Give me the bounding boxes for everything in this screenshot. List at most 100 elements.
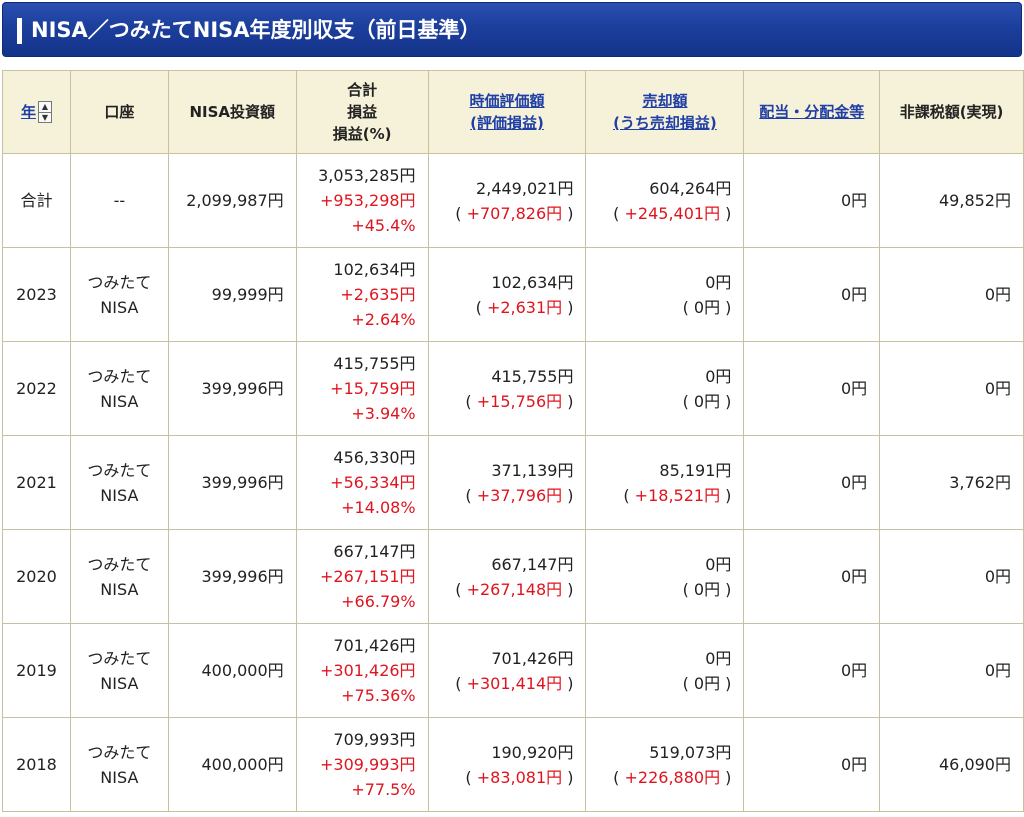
account-line1: つみたて <box>87 742 152 762</box>
cell-dividend: 0円 <box>743 623 881 718</box>
cell-total: 456,330円 +56,334円 +14.08% <box>295 435 429 530</box>
cell-account: つみたて NISA <box>69 435 169 530</box>
yearly-balance-table: 年 ▲ ▼ 口座 NISA投資額 合計 損益 損益(%) 時価評価額 (評価損益)… <box>2 70 1024 812</box>
cell-account: つみたて NISA <box>69 717 169 812</box>
col-total-line3: 損益(%) <box>332 125 392 143</box>
market-pl: +267,148円 <box>466 579 563 599</box>
col-total: 合計 損益 損益(%) <box>295 70 429 154</box>
cell-total: 709,993円 +309,993円 +77.5% <box>295 717 429 812</box>
total-profit: +2,635円 <box>340 285 416 304</box>
col-investment: NISA投資額 <box>167 70 297 154</box>
cell-taxfree: 0円 <box>879 529 1024 624</box>
total-value: 701,426円 <box>333 636 416 655</box>
total-profit: +953,298円 <box>319 191 416 210</box>
sale-value: 519,073円 <box>649 742 732 762</box>
cell-investment: 399,996円 <box>167 529 297 624</box>
cell-sale: 0円( 0円 ) <box>585 341 745 436</box>
cell-taxfree: 46,090円 <box>879 717 1024 812</box>
sale-pl: +226,880円 <box>624 767 721 787</box>
market-pl-link[interactable]: (評価損益) <box>470 114 544 132</box>
col-total-line1: 合計 <box>347 81 378 99</box>
total-value: 3,053,285円 <box>318 166 416 185</box>
cell-market: 701,426円( +301,414円 ) <box>427 623 587 718</box>
section-title: NISA／つみたてNISA年度別収支（前日基準） <box>31 18 481 42</box>
market-value-link[interactable]: 時価評価額 <box>469 92 545 110</box>
cell-year: 2018 <box>2 717 71 812</box>
table-row: 2021 つみたて NISA 399,996円 456,330円 +56,334円 +14.… <box>2 435 1024 530</box>
account-line1: -- <box>113 191 126 210</box>
market-value: 2,449,021円 <box>476 178 574 198</box>
cell-total: 415,755円 +15,759円 +3.94% <box>295 341 429 436</box>
account-line2: NISA <box>100 673 139 693</box>
table-row: 2022 つみたて NISA 399,996円 415,755円 +15,759円 +3.9… <box>2 341 1024 436</box>
sale-value: 0円 <box>705 366 732 386</box>
cell-market: 190,920円( +83,081円 ) <box>427 717 587 812</box>
cell-taxfree: 0円 <box>879 341 1024 436</box>
total-profit-pct: +45.4% <box>351 216 416 235</box>
sale-pl: +245,401円 <box>624 203 721 223</box>
sale-pl-link[interactable]: (うち売却損益) <box>613 114 717 132</box>
col-year: 年 ▲ ▼ <box>2 70 71 154</box>
cell-market: 415,755円( +15,756円 ) <box>427 341 587 436</box>
market-value: 667,147円 <box>491 554 574 574</box>
market-value: 190,920円 <box>491 742 574 762</box>
total-value: 456,330円 <box>333 448 416 467</box>
cell-market: 102,634円( +2,631円 ) <box>427 247 587 342</box>
total-value: 102,634円 <box>333 260 416 279</box>
col-sale: 売却額 (うち売却損益) <box>585 70 745 154</box>
table-header-row: 年 ▲ ▼ 口座 NISA投資額 合計 損益 損益(%) 時価評価額 (評価損益)… <box>2 70 1024 154</box>
total-profit: +301,426円 <box>319 661 416 680</box>
cell-taxfree: 0円 <box>879 247 1024 342</box>
cell-investment: 399,996円 <box>167 435 297 530</box>
cell-investment: 2,099,987円 <box>167 153 297 248</box>
cell-total: 667,147円 +267,151円 +66.79% <box>295 529 429 624</box>
total-profit-pct: +14.08% <box>341 498 416 517</box>
cell-dividend: 0円 <box>743 529 881 624</box>
cell-total: 701,426円 +301,426円 +75.36% <box>295 623 429 718</box>
section-header: NISA／つみたてNISA年度別収支（前日基準） <box>2 2 1022 57</box>
total-profit: +309,993円 <box>319 755 416 774</box>
total-profit-pct: +75.36% <box>341 686 416 705</box>
col-dividend: 配当・分配金等 <box>743 70 881 154</box>
cell-investment: 400,000円 <box>167 717 297 812</box>
cell-taxfree: 0円 <box>879 623 1024 718</box>
sale-amount-link[interactable]: 売却額 <box>642 92 688 110</box>
cell-account: つみたて NISA <box>69 623 169 718</box>
cell-taxfree: 49,852円 <box>879 153 1024 248</box>
account-line2: NISA <box>100 391 139 411</box>
total-profit: +15,759円 <box>330 379 416 398</box>
total-value: 667,147円 <box>333 542 416 561</box>
account-line1: つみたて <box>87 554 152 574</box>
sale-pl: 0円 <box>693 391 721 411</box>
table-row: 2023 つみたて NISA 99,999円 102,634円 +2,635円 +2.64%… <box>2 247 1024 342</box>
sort-updown-icon[interactable]: ▲ ▼ <box>37 101 52 123</box>
total-profit-pct: +3.94% <box>351 404 416 423</box>
sale-pl: 0円 <box>693 297 721 317</box>
cell-total: 102,634円 +2,635円 +2.64% <box>295 247 429 342</box>
cell-account: つみたて NISA <box>69 247 169 342</box>
cell-sale: 0円( 0円 ) <box>585 247 745 342</box>
cell-year: 2023 <box>2 247 71 342</box>
market-value: 415,755円 <box>491 366 574 386</box>
market-pl: +2,631円 <box>486 297 563 317</box>
cell-dividend: 0円 <box>743 435 881 530</box>
cell-sale: 604,264円( +245,401円 ) <box>585 153 745 248</box>
sort-year-link[interactable]: 年 <box>20 103 36 121</box>
sale-value: 604,264円 <box>649 178 732 198</box>
table-row-total: 合計 -- 2,099,987円 3,053,285円 +953,298円 +45.4% 2… <box>2 153 1024 248</box>
dividend-link[interactable]: 配当・分配金等 <box>759 103 865 121</box>
total-profit: +267,151円 <box>319 567 416 586</box>
account-line2: NISA <box>100 485 139 505</box>
cell-account: つみたて NISA <box>69 529 169 624</box>
cell-year: 2019 <box>2 623 71 718</box>
total-profit-pct: +66.79% <box>341 592 416 611</box>
account-line2: NISA <box>100 297 139 317</box>
col-taxfree: 非課税額(実現) <box>879 70 1024 154</box>
market-value: 371,139円 <box>491 460 574 480</box>
sale-pl: 0円 <box>693 579 721 599</box>
cell-taxfree: 3,762円 <box>879 435 1024 530</box>
sale-value: 85,191円 <box>659 460 732 480</box>
cell-dividend: 0円 <box>743 247 881 342</box>
cell-year: 2020 <box>2 529 71 624</box>
sale-pl: 0円 <box>693 673 721 693</box>
